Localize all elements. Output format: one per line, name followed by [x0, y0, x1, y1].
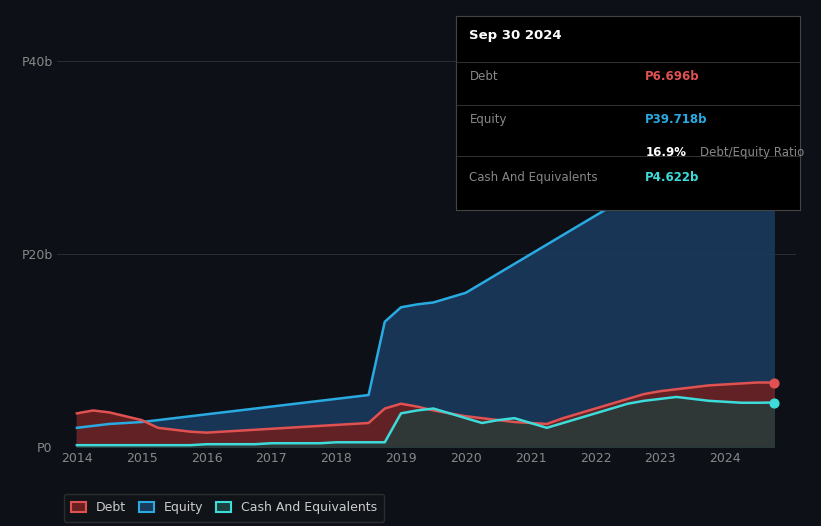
Point: [767, 60, 780, 68]
Text: Equity: Equity: [470, 113, 507, 126]
Point: [767, 378, 780, 387]
Text: Debt: Debt: [470, 70, 498, 83]
Text: Sep 30 2024: Sep 30 2024: [470, 29, 562, 43]
Point: [767, 398, 780, 407]
Text: Cash And Equivalents: Cash And Equivalents: [470, 171, 598, 185]
Text: P4.622b: P4.622b: [645, 171, 699, 185]
Text: Debt/Equity Ratio: Debt/Equity Ratio: [700, 146, 805, 159]
Text: P39.718b: P39.718b: [645, 113, 708, 126]
Text: 16.9%: 16.9%: [645, 146, 686, 159]
Legend: Debt, Equity, Cash And Equivalents: Debt, Equity, Cash And Equivalents: [64, 494, 384, 522]
Text: P6.696b: P6.696b: [645, 70, 700, 83]
